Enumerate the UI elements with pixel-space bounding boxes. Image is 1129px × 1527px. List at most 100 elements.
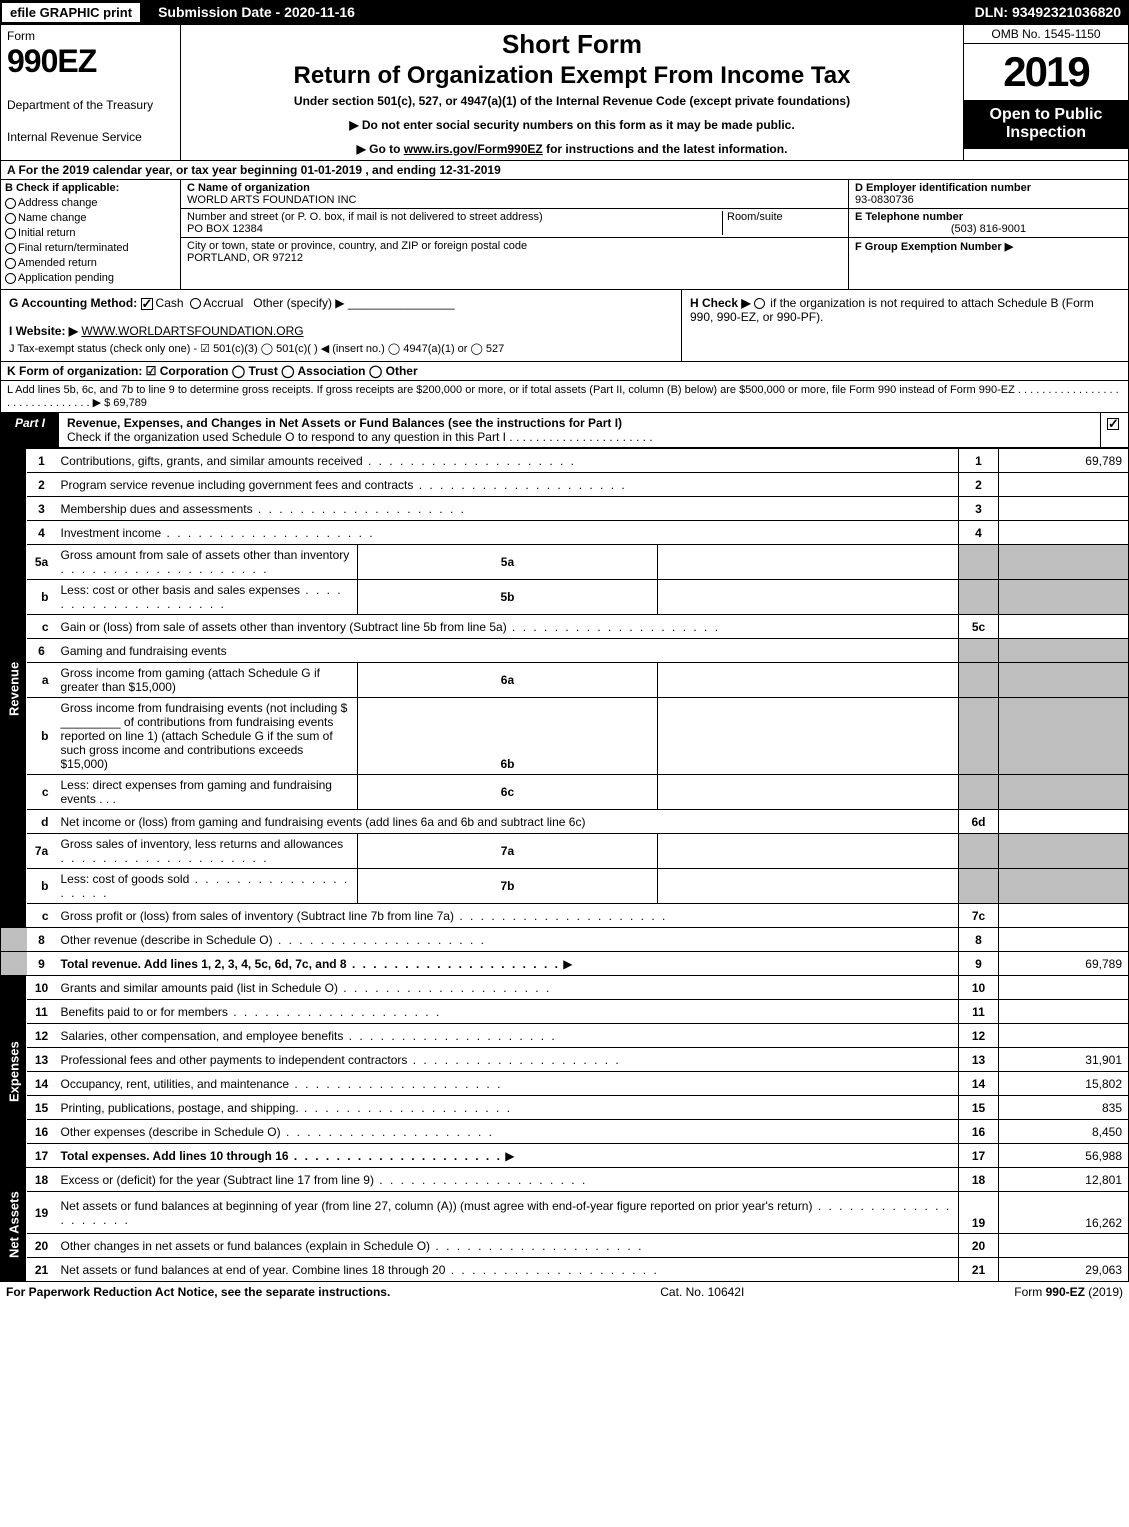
line-5a: 5aGross amount from sale of assets other… <box>1 545 1129 580</box>
line-11: 11Benefits paid to or for members11 <box>1 1000 1129 1024</box>
line-1: Revenue 1 Contributions, gifts, grants, … <box>1 449 1129 473</box>
footer-center: Cat. No. 10642I <box>390 1285 1014 1299</box>
part-i-title: Revenue, Expenses, and Changes in Net As… <box>59 413 1100 447</box>
footer-right: Form 990-EZ (2019) <box>1014 1285 1123 1299</box>
schedule-b-check: H Check ▶ if the organization is not req… <box>681 290 1128 361</box>
phone-value: (503) 816-9001 <box>855 223 1122 235</box>
street-row: Number and street (or P. O. box, if mail… <box>181 209 848 238</box>
street-value: PO BOX 12384 <box>187 223 722 235</box>
g-label: G Accounting Method: <box>9 296 137 310</box>
line-6b: bGross income from fundraising events (n… <box>1 698 1129 775</box>
line-14: 14Occupancy, rent, utilities, and mainte… <box>1 1072 1129 1096</box>
h-text: if the organization is not required to a… <box>690 296 1094 324</box>
open-public-inspection: Open to Public Inspection <box>964 100 1128 149</box>
efile-print-label[interactable]: efile GRAPHIC print <box>0 1 142 24</box>
line-6a: aGross income from gaming (attach Schedu… <box>1 663 1129 698</box>
website-link[interactable]: WWW.WORLDARTSFOUNDATION.ORG <box>81 324 303 338</box>
chk-amended-return[interactable]: Amended return <box>5 257 176 269</box>
org-name-label: C Name of organization <box>187 182 842 194</box>
irs-link[interactable]: www.irs.gov/Form990EZ <box>404 142 543 156</box>
submission-date-label: Submission Date - 2020-11-16 <box>142 0 371 24</box>
line-5c: cGain or (loss) from sale of assets othe… <box>1 615 1129 639</box>
ein-row: D Employer identification number 93-0830… <box>849 180 1128 209</box>
omb-number: OMB No. 1545-1150 <box>964 25 1128 44</box>
note-ssn: ▶ Do not enter social security numbers o… <box>189 118 955 132</box>
revenue-table: Revenue 1 Contributions, gifts, grants, … <box>0 448 1129 1282</box>
header-left: Form 990EZ Department of the Treasury In… <box>1 25 181 160</box>
tax-exempt-status: J Tax-exempt status (check only one) - ☑… <box>9 342 673 355</box>
chk-application-pending[interactable]: Application pending <box>5 272 176 284</box>
form-label: Form <box>7 29 174 43</box>
box-c: C Name of organization WORLD ARTS FOUNDA… <box>181 180 848 289</box>
title-return: Return of Organization Exempt From Incom… <box>189 62 955 90</box>
accounting-method: G Accounting Method: Cash Accrual Other … <box>1 290 681 361</box>
phone-row: E Telephone number (503) 816-9001 <box>849 209 1128 238</box>
line-7b: bLess: cost of goods sold7b <box>1 869 1129 904</box>
row-l-value: 69,789 <box>113 397 147 409</box>
ein-label: D Employer identification number <box>855 182 1122 194</box>
phone-label: E Telephone number <box>855 211 1122 223</box>
line-18: Net Assets 18Excess or (deficit) for the… <box>1 1168 1129 1192</box>
section-revenue: Revenue <box>1 449 27 928</box>
line-16: 16Other expenses (describe in Schedule O… <box>1 1120 1129 1144</box>
line-6d: dNet income or (loss) from gaming and fu… <box>1 810 1129 834</box>
chk-final-return[interactable]: Final return/terminated <box>5 242 176 254</box>
line-8: 8Other revenue (describe in Schedule O)8 <box>1 928 1129 952</box>
line-19: 19Net assets or fund balances at beginni… <box>1 1192 1129 1234</box>
line-10: Expenses 10Grants and similar amounts pa… <box>1 976 1129 1000</box>
line-7c: cGross profit or (loss) from sales of in… <box>1 904 1129 928</box>
dept-treasury: Department of the Treasury <box>7 98 174 112</box>
line-6c: cLess: direct expenses from gaming and f… <box>1 775 1129 810</box>
line-13: 13Professional fees and other payments t… <box>1 1048 1129 1072</box>
h-label: H Check ▶ <box>690 296 751 310</box>
line-17: 17Total expenses. Add lines 10 through 1… <box>1 1144 1129 1168</box>
group-exemption-label: F Group Exemption Number ▶ <box>855 240 1122 253</box>
chk-accrual[interactable] <box>190 298 201 309</box>
subtitle: Under section 501(c), 527, or 4947(a)(1)… <box>189 94 955 108</box>
box-b: B Check if applicable: Address change Na… <box>1 180 181 289</box>
chk-schedule-b[interactable] <box>754 298 765 309</box>
info-block: B Check if applicable: Address change Na… <box>0 180 1129 290</box>
dln-label: DLN: 93492321036820 <box>975 4 1129 20</box>
line-5b: bLess: cost or other basis and sales exp… <box>1 580 1129 615</box>
part-i-checkbox[interactable] <box>1100 413 1128 447</box>
org-name-row: C Name of organization WORLD ARTS FOUNDA… <box>181 180 848 209</box>
part-i-badge: Part I <box>1 413 59 447</box>
line-21: 21Net assets or fund balances at end of … <box>1 1258 1129 1282</box>
line-7a: 7aGross sales of inventory, less returns… <box>1 834 1129 869</box>
note-post: for instructions and the latest informat… <box>543 142 788 156</box>
top-bar: efile GRAPHIC print Submission Date - 20… <box>0 0 1129 24</box>
box-de: D Employer identification number 93-0830… <box>848 180 1128 289</box>
footer-left: For Paperwork Reduction Act Notice, see … <box>6 1285 390 1299</box>
line-3: 3Membership dues and assessments3 <box>1 497 1129 521</box>
dept-irs: Internal Revenue Service <box>7 130 174 144</box>
header-center: Short Form Return of Organization Exempt… <box>181 25 963 160</box>
section-expenses: Expenses <box>1 976 27 1168</box>
line-15: 15Printing, publications, postage, and s… <box>1 1096 1129 1120</box>
room-suite: Room/suite <box>722 211 842 235</box>
line-4: 4Investment income4 <box>1 521 1129 545</box>
chk-initial-return[interactable]: Initial return <box>5 227 176 239</box>
gross-receipts-row: L Add lines 5b, 6c, and 7b to line 9 to … <box>0 381 1129 413</box>
chk-name-change[interactable]: Name change <box>5 212 176 224</box>
line-12: 12Salaries, other compensation, and empl… <box>1 1024 1129 1048</box>
row-l-text: L Add lines 5b, 6c, and 7b to line 9 to … <box>7 384 1119 409</box>
tax-year: 2019 <box>964 44 1128 100</box>
form-number: 990EZ <box>7 43 174 80</box>
title-short-form: Short Form <box>189 29 955 60</box>
line-6: 6Gaming and fundraising events <box>1 639 1129 663</box>
chk-address-change[interactable]: Address change <box>5 197 176 209</box>
city-row: City or town, state or province, country… <box>181 238 848 266</box>
chk-cash[interactable] <box>141 298 153 310</box>
line-2: 2Program service revenue including gover… <box>1 473 1129 497</box>
website-label: I Website: ▶ <box>9 324 78 338</box>
form-of-organization: K Form of organization: ☑ Corporation ◯ … <box>0 362 1129 381</box>
header-right: OMB No. 1545-1150 2019 Open to Public In… <box>963 25 1128 160</box>
note-pre: ▶ Go to <box>357 142 404 156</box>
ein-value: 93-0830736 <box>855 194 1122 206</box>
row-gh: G Accounting Method: Cash Accrual Other … <box>0 290 1129 362</box>
org-name-value: WORLD ARTS FOUNDATION INC <box>187 194 842 206</box>
footer: For Paperwork Reduction Act Notice, see … <box>0 1282 1129 1302</box>
line-20: 20Other changes in net assets or fund ba… <box>1 1234 1129 1258</box>
period-row: A For the 2019 calendar year, or tax yea… <box>0 161 1129 180</box>
